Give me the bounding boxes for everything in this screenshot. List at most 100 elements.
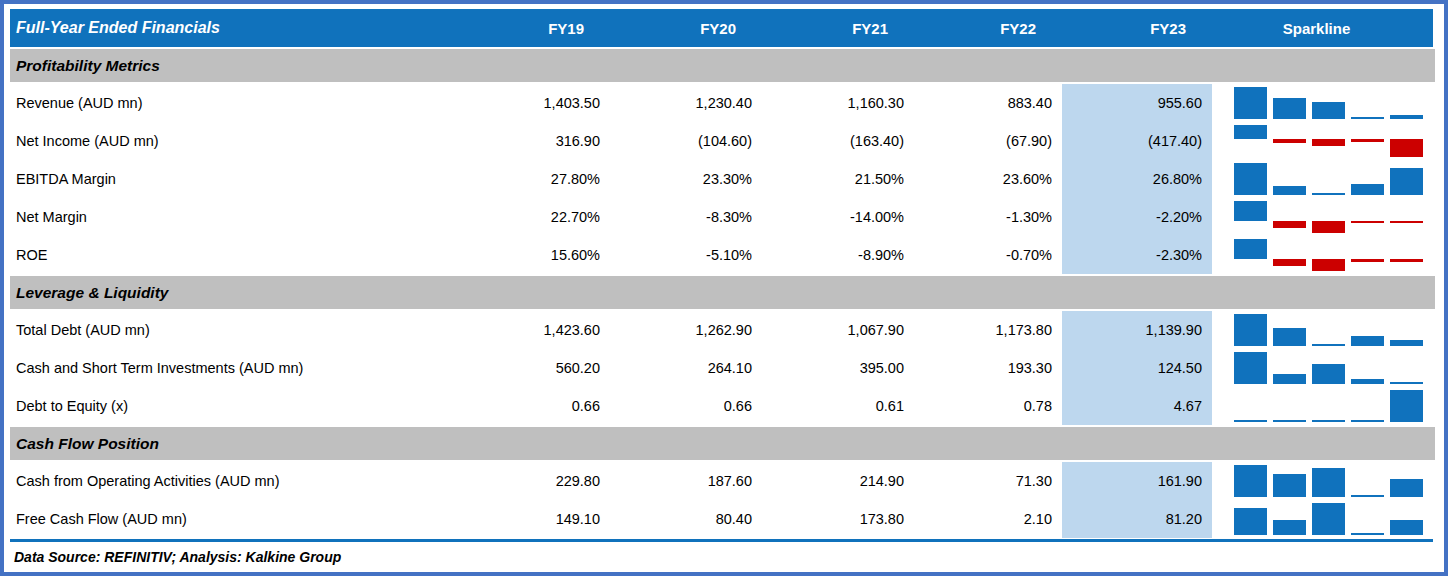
sparkline-cell bbox=[1212, 236, 1433, 274]
sparkline-cell bbox=[1212, 84, 1433, 122]
value-cell-fy19: 1,423.60 bbox=[455, 311, 610, 349]
value-cell-fy21: (163.40) bbox=[762, 122, 914, 160]
spark-bar-slot bbox=[1312, 239, 1345, 271]
sparkline-debt-to-equity-x- bbox=[1234, 390, 1423, 422]
spark-bar-slot bbox=[1312, 163, 1345, 195]
spark-bar-fy23 bbox=[1390, 168, 1423, 195]
row-label: Debt to Equity (x) bbox=[10, 387, 455, 425]
spark-bar-fy21 bbox=[1312, 503, 1345, 535]
table-row: Debt to Equity (x)0.660.660.610.784.67 bbox=[10, 387, 1433, 425]
spark-bar-slot bbox=[1351, 314, 1384, 346]
spark-bar-fy19 bbox=[1234, 465, 1267, 497]
spark-bar-slot bbox=[1390, 314, 1423, 346]
value-cell-fy23: 161.90 bbox=[1062, 462, 1212, 500]
spark-bar-fy22 bbox=[1351, 221, 1384, 224]
value-cell-fy20: -8.30% bbox=[610, 198, 762, 236]
spark-bar-slot bbox=[1273, 390, 1306, 422]
value-cell-fy22: -0.70% bbox=[914, 236, 1062, 274]
value-cell-fy20: 187.60 bbox=[610, 462, 762, 500]
spark-bar-slot bbox=[1390, 390, 1423, 422]
spark-bar-slot bbox=[1273, 503, 1306, 535]
spark-bar-fy21 bbox=[1312, 364, 1345, 384]
value-cell-fy23: -2.20% bbox=[1062, 198, 1212, 236]
spark-bar-fy21 bbox=[1312, 221, 1345, 233]
value-cell-fy22: 1,173.80 bbox=[914, 311, 1062, 349]
spark-bar-fy23 bbox=[1390, 259, 1423, 262]
spark-bar-fy19 bbox=[1234, 87, 1267, 119]
spark-bar-fy22 bbox=[1351, 184, 1384, 195]
sparkline-revenue-aud-mn- bbox=[1234, 87, 1423, 119]
spark-bar-slot bbox=[1234, 163, 1267, 195]
value-cell-fy23: 1,139.90 bbox=[1062, 311, 1212, 349]
spark-bar-slot bbox=[1273, 239, 1306, 271]
row-label: Free Cash Flow (AUD mn) bbox=[10, 500, 455, 538]
spark-bar-fy22 bbox=[1351, 533, 1384, 536]
sparkline-cell bbox=[1212, 500, 1433, 538]
value-cell-fy22: 883.40 bbox=[914, 84, 1062, 122]
spark-bar-slot bbox=[1234, 125, 1267, 157]
value-cell-fy19: 15.60% bbox=[455, 236, 610, 274]
spark-bar-fy20 bbox=[1273, 520, 1306, 535]
value-cell-fy19: 1,403.50 bbox=[455, 84, 610, 122]
value-cell-fy19: 0.66 bbox=[455, 387, 610, 425]
spark-bar-slot bbox=[1234, 465, 1267, 497]
spark-bar-slot bbox=[1312, 87, 1345, 119]
table-row: EBITDA Margin27.80%23.30%21.50%23.60%26.… bbox=[10, 160, 1433, 198]
spark-bar-fy23 bbox=[1390, 382, 1423, 385]
spark-bar-fy23 bbox=[1390, 390, 1423, 422]
table-row: Revenue (AUD mn)1,403.501,230.401,160.30… bbox=[10, 84, 1433, 122]
section-header-row: Profitability Metrics bbox=[10, 47, 1435, 84]
value-cell-fy20: 1,262.90 bbox=[610, 311, 762, 349]
spark-bar-fy22 bbox=[1351, 495, 1384, 498]
column-header-fy23: FY23 bbox=[1062, 9, 1212, 47]
spark-bar-slot bbox=[1234, 390, 1267, 422]
spark-bar-fy19 bbox=[1234, 239, 1267, 259]
spark-bar-slot bbox=[1351, 465, 1384, 497]
sparkline-cell bbox=[1212, 122, 1433, 160]
value-cell-fy20: 80.40 bbox=[610, 500, 762, 538]
value-cell-fy20: 1,230.40 bbox=[610, 84, 762, 122]
value-cell-fy19: 560.20 bbox=[455, 349, 610, 387]
spark-bar-slot bbox=[1312, 503, 1345, 535]
financials-table: Full-Year Ended Financials FY19 FY20 FY2… bbox=[0, 0, 1448, 576]
spark-bar-slot bbox=[1351, 390, 1384, 422]
row-label: Total Debt (AUD mn) bbox=[10, 311, 455, 349]
spark-bar-slot bbox=[1234, 239, 1267, 271]
spark-bar-fy22 bbox=[1351, 139, 1384, 142]
value-cell-fy22: 23.60% bbox=[914, 160, 1062, 198]
column-header-fy22: FY22 bbox=[914, 9, 1062, 47]
value-cell-fy22: 193.30 bbox=[914, 349, 1062, 387]
spark-bar-fy19 bbox=[1234, 125, 1267, 139]
spark-bar-slot bbox=[1351, 163, 1384, 195]
value-cell-fy21: -14.00% bbox=[762, 198, 914, 236]
spark-bar-fy21 bbox=[1312, 139, 1345, 146]
row-label: Net Income (AUD mn) bbox=[10, 122, 455, 160]
value-cell-fy20: -5.10% bbox=[610, 236, 762, 274]
spark-bar-slot bbox=[1273, 163, 1306, 195]
table-row: Free Cash Flow (AUD mn)149.1080.40173.80… bbox=[10, 500, 1433, 538]
spark-bar-fy20 bbox=[1273, 221, 1306, 228]
spark-bar-fy23 bbox=[1390, 115, 1423, 119]
spark-bar-slot bbox=[1351, 352, 1384, 384]
table-row: Net Margin22.70%-8.30%-14.00%-1.30%-2.20… bbox=[10, 198, 1433, 236]
spark-bar-fy21 bbox=[1312, 102, 1345, 119]
sparkline-cell bbox=[1212, 462, 1433, 500]
spark-bar-fy20 bbox=[1273, 474, 1306, 497]
spark-bar-fy21 bbox=[1312, 420, 1345, 423]
spark-bar-slot bbox=[1234, 352, 1267, 384]
value-cell-fy21: 1,160.30 bbox=[762, 84, 914, 122]
spark-bar-fy23 bbox=[1390, 340, 1423, 346]
table-header-row: Full-Year Ended Financials FY19 FY20 FY2… bbox=[10, 9, 1433, 47]
spark-bar-fy19 bbox=[1234, 508, 1267, 535]
value-cell-fy21: 395.00 bbox=[762, 349, 914, 387]
row-label: Cash from Operating Activities (AUD mn) bbox=[10, 462, 455, 500]
spark-bar-fy20 bbox=[1273, 420, 1306, 423]
spark-bar-slot bbox=[1273, 465, 1306, 497]
spark-bar-slot bbox=[1312, 352, 1345, 384]
value-cell-fy22: 71.30 bbox=[914, 462, 1062, 500]
spark-bar-fy19 bbox=[1234, 352, 1267, 384]
value-cell-fy21: 214.90 bbox=[762, 462, 914, 500]
spark-bar-fy23 bbox=[1390, 479, 1423, 497]
table-body: Profitability MetricsRevenue (AUD mn)1,4… bbox=[10, 47, 1435, 538]
column-header-fy19: FY19 bbox=[455, 9, 610, 47]
